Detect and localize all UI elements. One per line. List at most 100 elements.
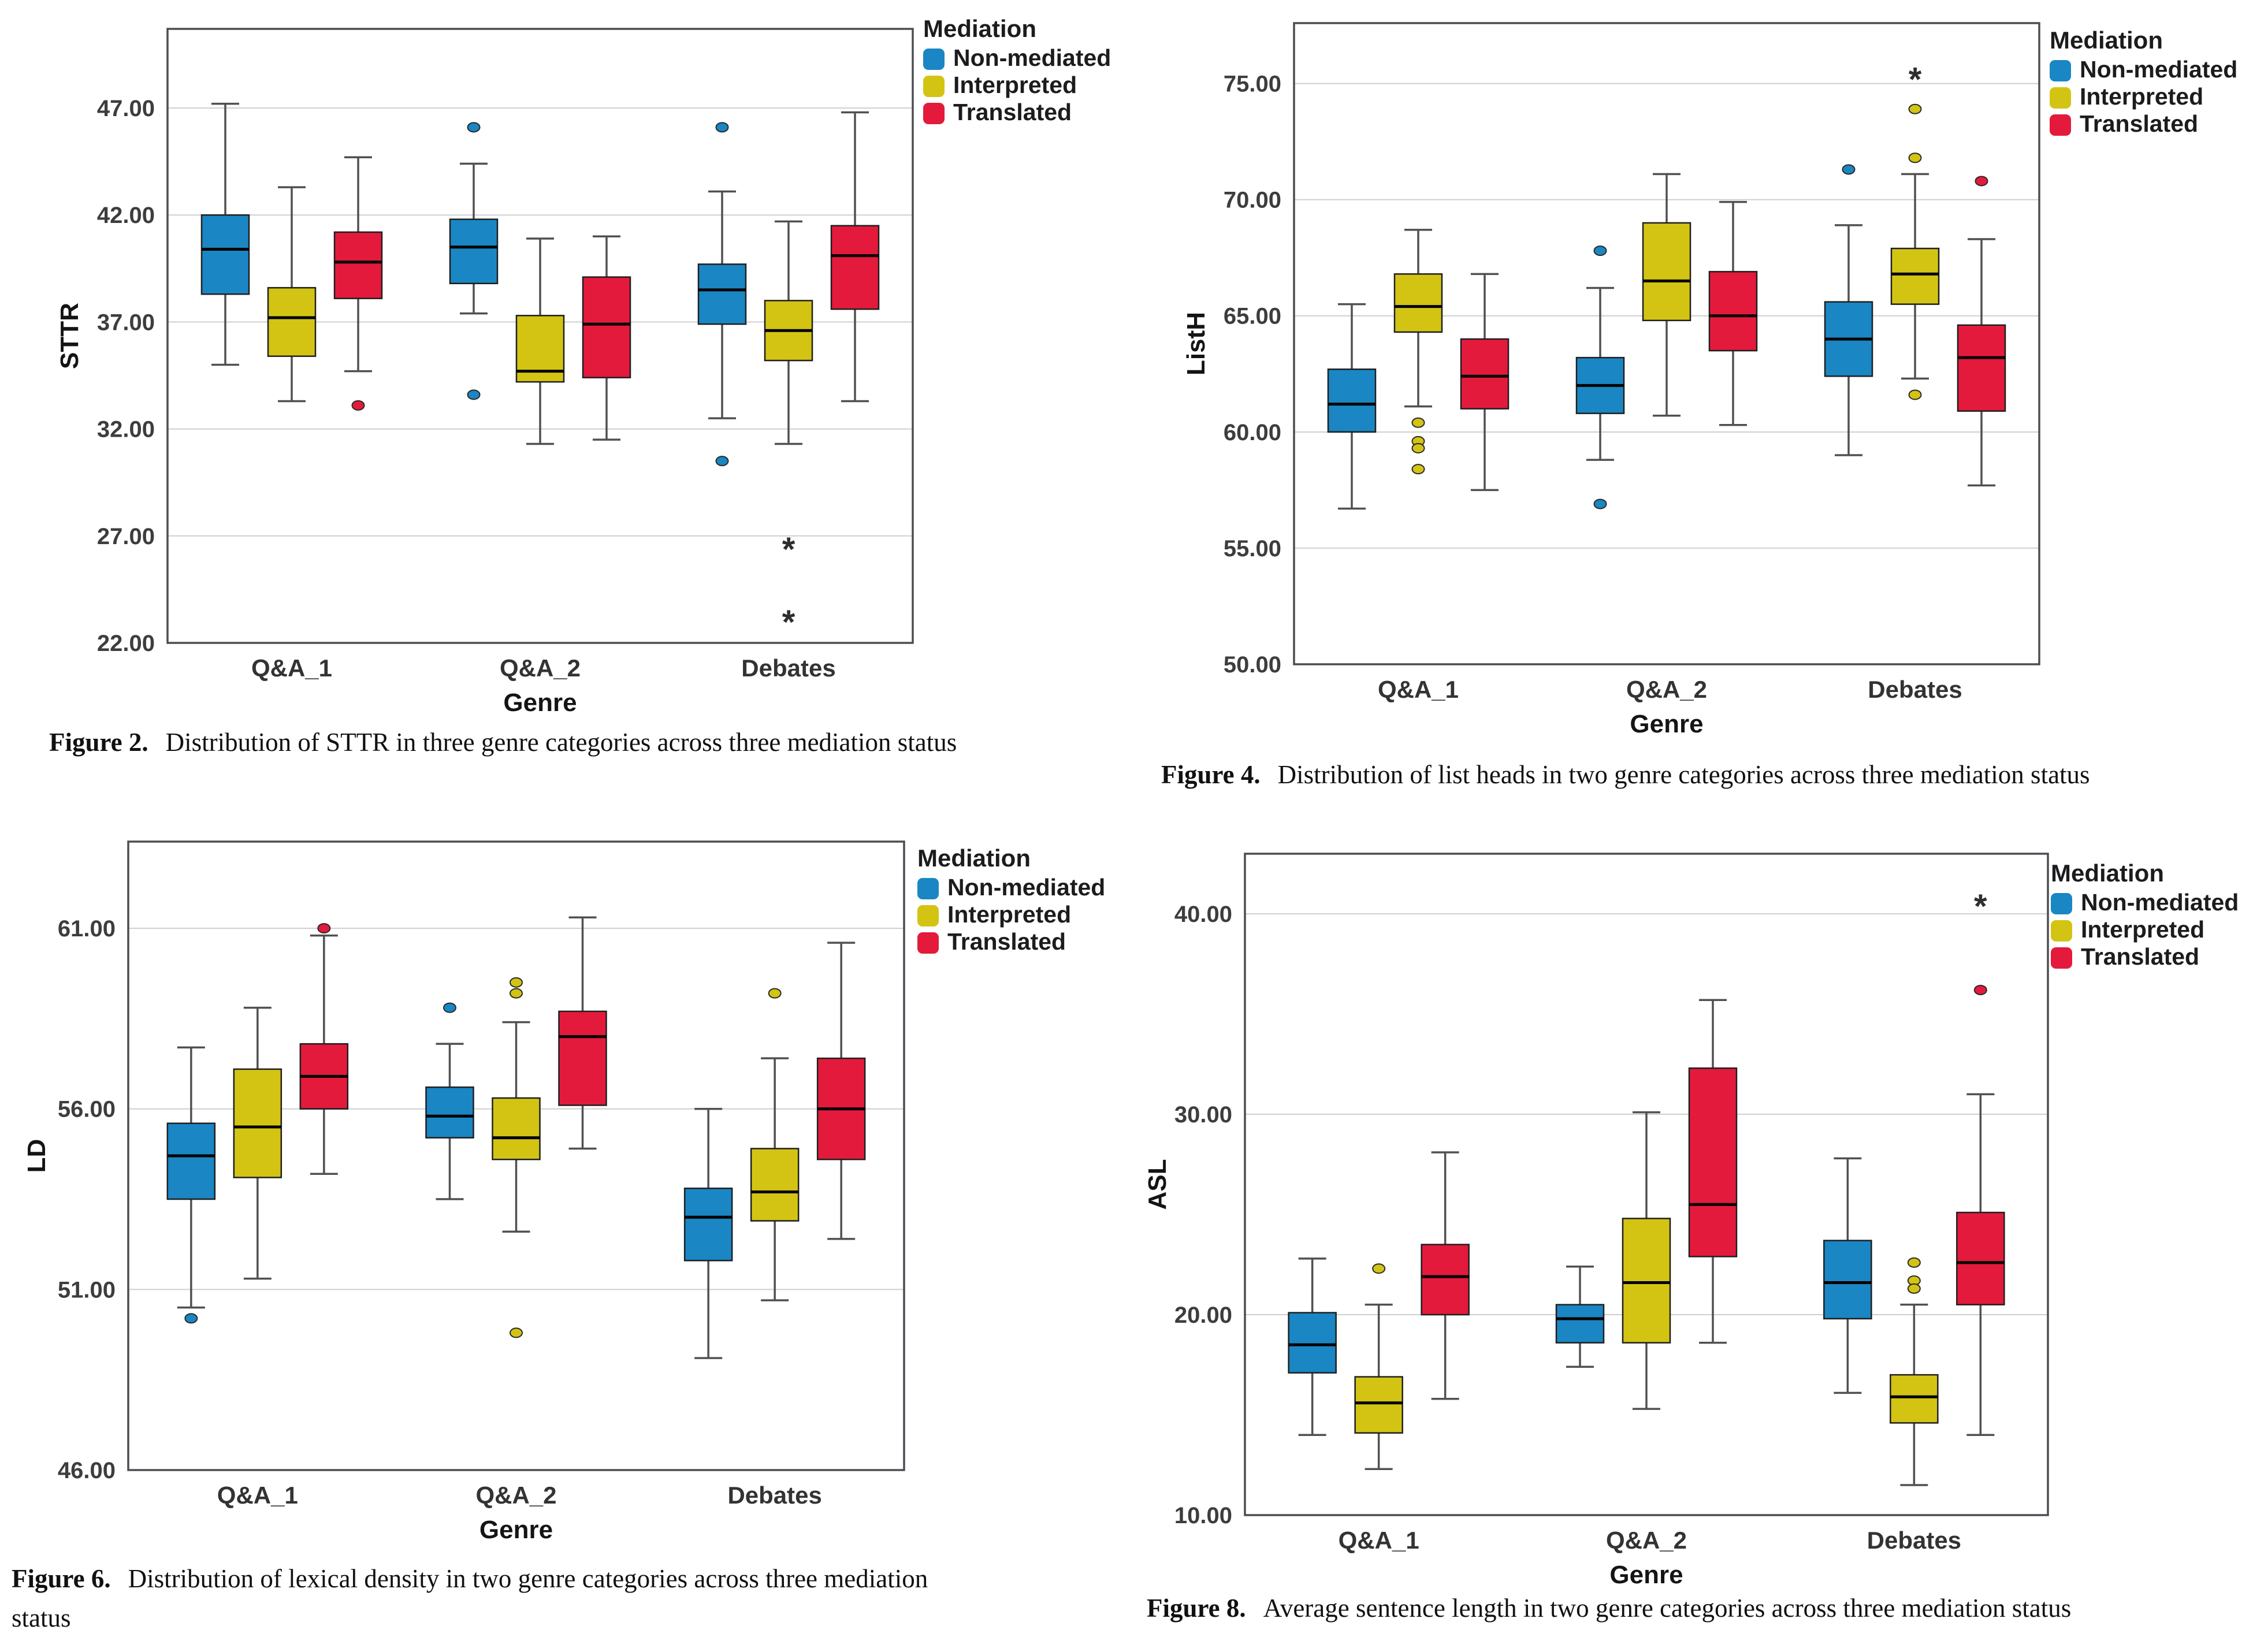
box-rect: [1354, 1376, 1403, 1434]
legend-title: Mediation: [2050, 27, 2163, 54]
box-rect: [558, 1010, 607, 1106]
y-tick-label: 65.00: [1224, 304, 1281, 329]
box-rect: [1642, 222, 1691, 322]
category-label: Q&A_1: [217, 1482, 298, 1509]
legend-swatch: [2051, 893, 2072, 914]
outlier-dot: [1908, 103, 1922, 114]
y-tick-label: 40.00: [1174, 902, 1232, 927]
outlier-dot: [1411, 417, 1425, 428]
category-label: Q&A_2: [500, 654, 581, 682]
plot-frame: [127, 840, 905, 1471]
asl-boxplot: 10.00 20.00 30.00 40.00 ASL Q&A_1 Q&A_2 Debates…: [1143, 853, 2239, 1589]
outlier-dot: [1372, 1263, 1386, 1274]
box-rect: [1421, 1244, 1470, 1316]
outlier-dot: [1411, 464, 1425, 475]
y-tick-label: 10.00: [1174, 1503, 1232, 1528]
y-tick-label: 51.00: [58, 1277, 116, 1303]
outlier-dot: [1593, 498, 1607, 509]
figure-2-panel: 22.00 27.00 32.00 37.00 42.00 47.00 STTR Q&A_1 Q…: [0, 0, 1126, 819]
legend-item-label: Non-mediated: [947, 874, 1105, 901]
legend-item-label: Translated: [947, 928, 1066, 955]
box-rect: [492, 1097, 541, 1160]
box-rect: [425, 1086, 474, 1138]
legend-swatch: [917, 905, 939, 927]
legend-item-label: Translated: [2080, 110, 2198, 137]
box-rect: [333, 231, 383, 299]
figure-6-panel: 46.00 51.00 56.00 61.00 LD Q&A_1 Q&A_2 Debates G…: [0, 833, 1126, 1652]
box-rect: [582, 276, 631, 378]
legend-item-label: Non-mediated: [2080, 56, 2237, 83]
outlier-dot: [768, 988, 782, 999]
box-rect: [1956, 1211, 2005, 1305]
category-label: Debates: [1868, 676, 1962, 703]
legend-swatch: [2051, 920, 2072, 942]
y-tick-label: 60.00: [1224, 420, 1281, 445]
box-rect: [1823, 1240, 1872, 1320]
figure-label: Figure 2.: [49, 728, 148, 757]
extreme-asterisk: *: [1909, 61, 1922, 99]
outlier-dot: [715, 122, 729, 133]
y-tick-label: 61.00: [58, 916, 116, 942]
y-axis-title: ListH: [1182, 312, 1210, 375]
legend-swatch: [917, 932, 939, 954]
box-rect: [166, 1122, 216, 1200]
y-tick-label: 22.00: [97, 631, 155, 656]
legend-swatch: [923, 103, 945, 124]
outlier-dot: [1842, 164, 1856, 175]
y-tick-label: 75.00: [1224, 72, 1281, 97]
box-rect: [1688, 1067, 1738, 1257]
category-label: Q&A_1: [1339, 1527, 1419, 1554]
category-label: Q&A_1: [1378, 676, 1459, 703]
outlier-dot: [184, 1313, 198, 1324]
box-rect: [1460, 338, 1510, 410]
legend-item-label: Translated: [2081, 943, 2199, 970]
plot-frame: [166, 28, 914, 644]
legend-swatch: [2050, 60, 2071, 81]
figure-label: Figure 8.: [1147, 1594, 1246, 1623]
legend-title: Mediation: [2051, 860, 2164, 887]
box-rect: [750, 1148, 800, 1222]
x-axis-title: Genre: [479, 1516, 553, 1544]
category-label: Debates: [727, 1482, 821, 1509]
box-rect: [830, 225, 880, 310]
figure-4-panel: 50.00 55.00 60.00 65.00 70.00 75.00 ListH Q&A_1…: [1126, 6, 2253, 825]
y-tick-label: 32.00: [97, 417, 155, 442]
legend-item-label: Interpreted: [2080, 83, 2203, 110]
box-rect: [697, 263, 747, 325]
x-axis-title: Genre: [1630, 710, 1703, 738]
outlier-dot: [1411, 442, 1425, 453]
box-rect: [1555, 1304, 1605, 1344]
outlier-dot: [1907, 1257, 1921, 1268]
outlier-dot: [1593, 245, 1607, 256]
box-rect: [200, 214, 250, 295]
outlier-dot: [1907, 1283, 1921, 1294]
legend-swatch: [2050, 114, 2071, 136]
outlier-dot: [317, 923, 331, 934]
box-rect: [233, 1068, 282, 1178]
figure-4-caption: Figure 4. Distribution of list heads in t…: [1161, 756, 2201, 795]
y-tick-label: 70.00: [1224, 188, 1281, 213]
caption-line2: status: [12, 1603, 71, 1632]
legend-swatch: [923, 76, 945, 97]
y-tick-label: 27.00: [97, 524, 155, 549]
extreme-asterisk: *: [1974, 888, 1987, 925]
category-label: Debates: [741, 654, 835, 682]
x-axis-title: Genre: [1609, 1561, 1683, 1589]
caption-text: Average sentence length in two genre cat…: [1263, 1594, 2072, 1623]
plot-frame: [1244, 853, 2049, 1516]
outlier-dot: [467, 122, 481, 133]
y-tick-label: 55.00: [1224, 536, 1281, 561]
box-rect: [267, 287, 317, 357]
caption-text: Distribution of STTR in three genre cate…: [165, 728, 957, 757]
legend-title: Mediation: [923, 15, 1036, 42]
legend-swatch: [923, 49, 945, 70]
y-tick-label: 30.00: [1174, 1102, 1232, 1128]
extreme-asterisk: *: [782, 604, 795, 641]
listh-boxplot: 50.00 55.00 60.00 65.00 70.00 75.00 ListH Q&A_1…: [1182, 22, 2237, 738]
outlier-dot: [510, 1327, 523, 1338]
outlier-dot: [467, 389, 481, 400]
figure-8-panel: 10.00 20.00 30.00 40.00 ASL Q&A_1 Q&A_2 Debates…: [1126, 842, 2253, 1652]
y-tick-label: 46.00: [58, 1458, 116, 1483]
outlier-dot: [1908, 389, 1922, 400]
outlier-dot: [443, 1002, 456, 1013]
